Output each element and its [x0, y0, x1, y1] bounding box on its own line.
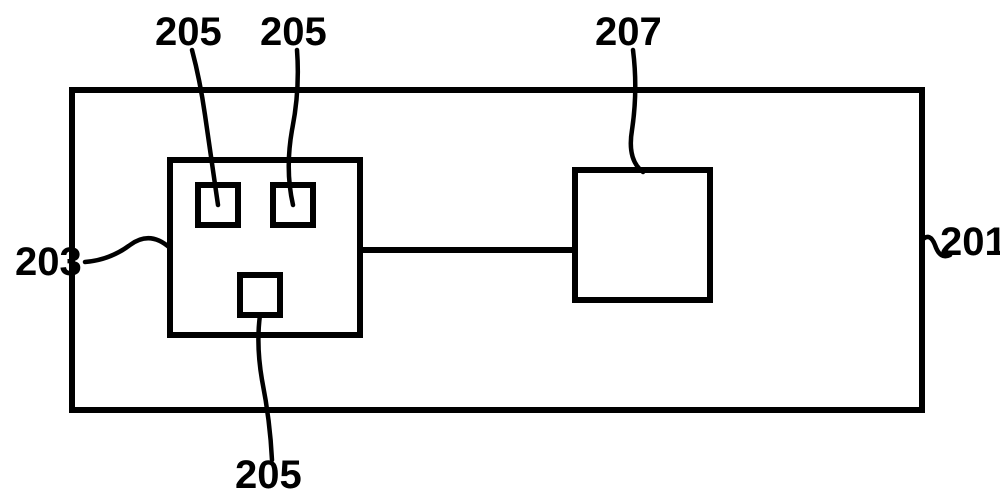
ref-label-203: 203: [15, 240, 82, 284]
right-module-box: [575, 170, 710, 300]
ref-label-205: 205: [235, 453, 302, 497]
ref-label-207: 207: [595, 10, 662, 54]
ref-label-205: 205: [260, 10, 327, 54]
leader-line: [631, 50, 643, 172]
ref-label-201: 201: [940, 220, 1000, 264]
leader-line: [85, 238, 170, 262]
ref-label-205: 205: [155, 10, 222, 54]
